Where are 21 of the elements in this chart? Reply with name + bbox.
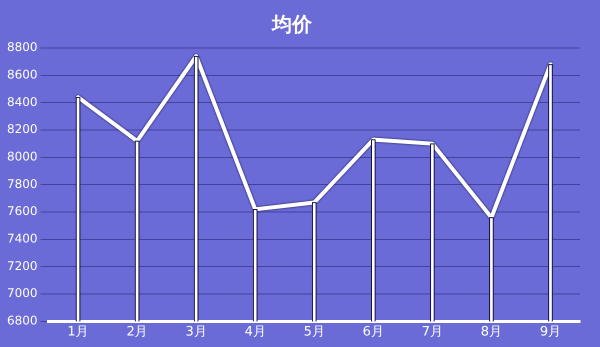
y-tick-label: 8800: [6, 40, 38, 54]
chart-title: 均价: [271, 12, 313, 36]
y-tick-label: 6800: [6, 314, 38, 328]
x-tick-label: 6月: [362, 324, 384, 340]
y-tick-label: 7800: [6, 176, 38, 191]
x-tick-label: 4月: [244, 324, 266, 340]
y-tick-label: 8200: [6, 122, 38, 136]
x-tick-label: 1月: [67, 324, 89, 340]
x-tick-label: 5月: [304, 324, 325, 340]
x-tick-label: 3月: [186, 324, 207, 340]
x-tick-label: 7月: [422, 324, 444, 340]
x-tick-label: 8月: [480, 324, 502, 340]
y-tick-label: 7600: [6, 204, 38, 218]
y-tick-label: 7400: [6, 232, 38, 246]
y-tick-label: 7200: [6, 258, 38, 273]
x-tick-label: 9月: [540, 324, 562, 340]
y-tick-label: 8400: [6, 94, 38, 109]
y-tick-label: 7000: [6, 286, 38, 300]
y-tick-label: 8600: [6, 67, 38, 82]
x-tick-label: 2月: [126, 324, 148, 340]
y-tick-label: 8000: [6, 149, 38, 164]
